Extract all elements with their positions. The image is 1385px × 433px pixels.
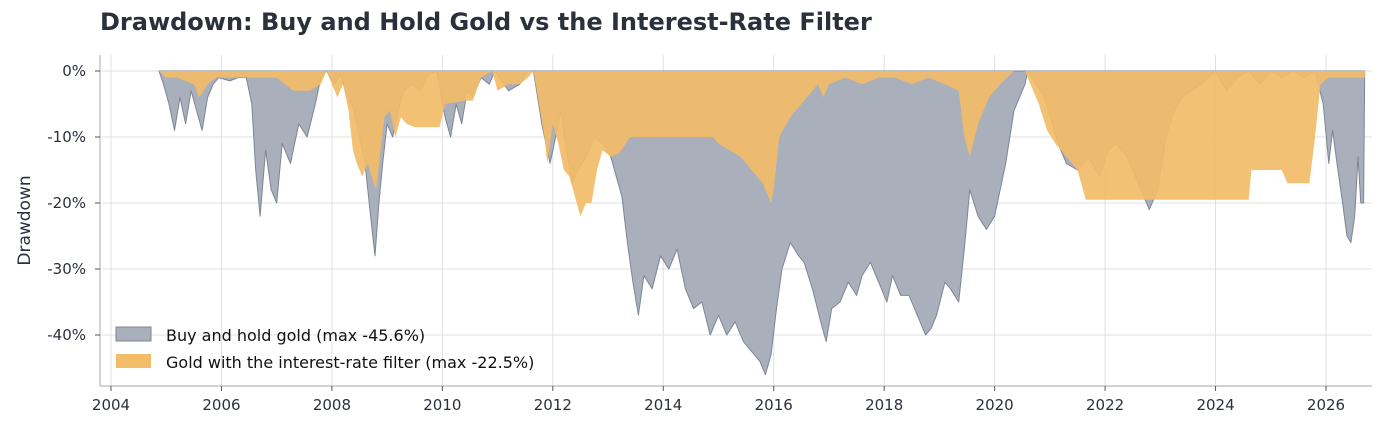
x-tick-label-2020: 2020	[976, 396, 1014, 414]
x-tick-label-2018: 2018	[865, 396, 903, 414]
x-axis-ticks: 2004 2006 2008 2010 2012 2014 2016 2018 2020 2022…	[92, 386, 1345, 414]
legend-label-filter: Gold with the interest-rate filter (max …	[166, 353, 534, 372]
legend-swatch-filter	[116, 354, 151, 368]
x-tick-label-2006: 2006	[202, 396, 240, 414]
x-tick-label-2004: 2004	[92, 396, 130, 414]
axes	[99, 55, 1372, 387]
x-tick-label-2012: 2012	[534, 396, 572, 414]
x-tick-label-2010: 2010	[423, 396, 461, 414]
x-tick-label-2014: 2014	[644, 396, 682, 414]
legend-swatch-buy-and-hold	[115, 326, 152, 342]
y-tick-label-0: 0%	[62, 62, 86, 80]
y-axis-ticks: 0% -10% -20% -30% -40%	[47, 62, 100, 344]
y-tick-label-4: -40%	[47, 326, 86, 344]
x-tick-label-2022: 2022	[1086, 396, 1124, 414]
legend: Buy and hold gold (max -45.6%) Gold with…	[115, 326, 534, 372]
chart-title: Drawdown: Buy and Hold Gold vs the Inter…	[100, 8, 872, 36]
x-tick-label-2024: 2024	[1196, 396, 1234, 414]
x-tick-label-2016: 2016	[755, 396, 793, 414]
area-interest-rate-filter	[159, 71, 1366, 217]
y-tick-label-3: -30%	[47, 260, 86, 278]
y-axis-label: Drawdown	[15, 175, 35, 265]
series-areas	[158, 70, 1366, 376]
y-tick-label-1: -10%	[47, 128, 86, 146]
legend-label-buy-and-hold: Buy and hold gold (max -45.6%)	[166, 326, 425, 345]
x-tick-label-2008: 2008	[313, 396, 351, 414]
y-tick-label-2: -20%	[47, 194, 86, 212]
x-tick-label-2026: 2026	[1307, 396, 1345, 414]
